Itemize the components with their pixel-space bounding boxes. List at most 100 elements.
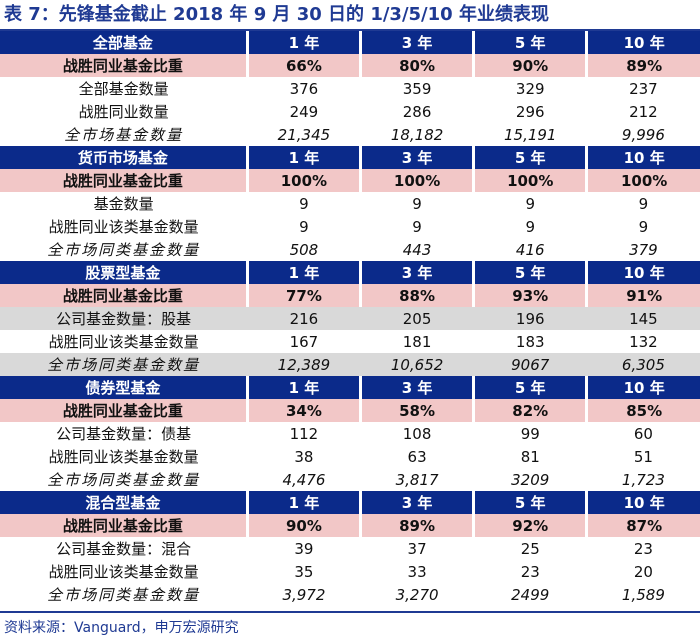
row-value: 91%: [585, 284, 700, 307]
row-value: 237: [629, 79, 658, 98]
period-header: 1 年: [245, 376, 361, 399]
period-header: 5 年: [472, 261, 587, 284]
row-value: 1,589: [621, 585, 665, 604]
source-note: 资料来源：Vanguard，申万宏源研究: [4, 620, 239, 636]
row-value: 416: [515, 240, 545, 259]
row-value: 9: [638, 194, 649, 213]
row-value: 3,270: [395, 585, 439, 604]
row-label: 全市场基金数量: [64, 126, 184, 144]
period-header: 3 年: [358, 146, 474, 169]
top-rule: [0, 29, 700, 31]
bottom-rule: [0, 611, 700, 613]
table-row: 战胜同业该类基金数量 38 63 81 51: [0, 445, 700, 468]
row-value: 2499: [511, 585, 550, 604]
row-value: 112: [289, 424, 319, 443]
table-row: 全市场同类基金数量 3,972 3,270 2499 1,589: [0, 583, 700, 606]
section-name: 混合型基金: [0, 491, 248, 514]
row-value: 212: [629, 102, 658, 121]
row-value: 99: [520, 424, 540, 443]
row-value: 100%: [245, 169, 361, 192]
row-label: 战胜同业基金比重: [0, 399, 248, 422]
row-value: 82%: [472, 399, 587, 422]
row-label: 战胜同业该类基金数量: [48, 563, 199, 581]
row-value: 51: [633, 447, 653, 466]
row-value: 9: [412, 194, 422, 213]
period-header: 5 年: [472, 31, 587, 54]
row-value: 443: [402, 240, 432, 259]
period-header: 10 年: [585, 31, 700, 54]
row-value: 18,182: [390, 125, 444, 144]
table-row: 战胜同业该类基金数量 35 33 23 20: [0, 560, 700, 583]
row-label: 战胜同业基金比重: [0, 169, 248, 192]
row-value: 89%: [585, 54, 700, 77]
row-value: 9: [299, 194, 309, 213]
row-value: 25: [520, 539, 540, 558]
row-value: 23: [633, 539, 653, 558]
row-value: 9067: [473, 353, 587, 376]
row-value: 249: [289, 102, 319, 121]
row-value: 196: [473, 307, 587, 330]
period-header: 5 年: [472, 146, 587, 169]
row-label: 公司基金数量：混合: [56, 540, 192, 558]
table-row: 战胜同业基金比重 77% 88% 93% 91%: [0, 284, 700, 307]
section-name: 股票型基金: [0, 261, 248, 284]
row-value: 33: [407, 562, 427, 581]
row-value: 21,345: [277, 125, 331, 144]
row-label: 全市场同类基金数量: [47, 471, 201, 489]
period-header: 1 年: [245, 146, 361, 169]
section-name: 债券型基金: [0, 376, 248, 399]
row-value: 4,476: [282, 470, 326, 489]
period-header: 1 年: [245, 261, 361, 284]
row-value: 329: [515, 79, 545, 98]
row-value: 3,817: [395, 470, 439, 489]
row-value: 92%: [472, 514, 587, 537]
table-row: 全市场同类基金数量 508 443 416 379: [0, 238, 700, 261]
row-label: 全市场同类基金数量: [47, 241, 201, 259]
row-value: 39: [294, 539, 314, 558]
row-value: 12,389: [247, 353, 361, 376]
row-label: 战胜同业基金比重: [0, 284, 248, 307]
row-value: 6,305: [586, 353, 700, 376]
row-value: 66%: [245, 54, 361, 77]
row-value: 379: [629, 240, 658, 259]
row-value: 10,652: [360, 353, 474, 376]
row-value: 216: [247, 307, 361, 330]
period-header: 10 年: [585, 146, 700, 169]
row-value: 9: [525, 194, 535, 213]
period-header: 3 年: [358, 491, 474, 514]
table-row: 公司基金数量：股基 216 205 196 145: [0, 307, 700, 330]
row-label: 战胜同业该类基金数量: [48, 333, 199, 351]
table-row: 全市场同类基金数量 12,389 10,652 9067 6,305: [0, 353, 700, 376]
row-value: 9: [299, 217, 309, 236]
table-row: 公司基金数量：混合 39 37 25 23: [0, 537, 700, 560]
row-value: 9,996: [621, 125, 665, 144]
table-row: 全市场同类基金数量 4,476 3,817 3209 1,723: [0, 468, 700, 491]
period-header: 10 年: [585, 261, 700, 284]
table-row: 全部基金数量 376 359 329 237: [0, 77, 700, 100]
row-value: 37: [407, 539, 427, 558]
row-value: 181: [402, 332, 432, 351]
table-row: 战胜同业基金比重 100% 100% 100% 100%: [0, 169, 700, 192]
row-value: 77%: [245, 284, 361, 307]
table-row: 战胜同业基金比重 90% 89% 92% 87%: [0, 514, 700, 537]
period-header: 5 年: [472, 376, 587, 399]
row-value: 9: [638, 217, 649, 236]
row-value: 286: [402, 102, 432, 121]
row-label: 战胜同业该类基金数量: [48, 218, 199, 236]
row-value: 38: [294, 447, 314, 466]
period-header: 10 年: [585, 376, 700, 399]
row-value: 34%: [245, 399, 361, 422]
row-value: 93%: [472, 284, 587, 307]
row-label: 公司基金数量：股基: [0, 307, 248, 330]
period-header: 3 年: [358, 31, 474, 54]
row-label: 公司基金数量：债基: [56, 425, 192, 443]
row-value: 90%: [245, 514, 361, 537]
row-label: 战胜同业基金比重: [0, 54, 248, 77]
table-row: 战胜同业该类基金数量 9 9 9 9: [0, 215, 700, 238]
